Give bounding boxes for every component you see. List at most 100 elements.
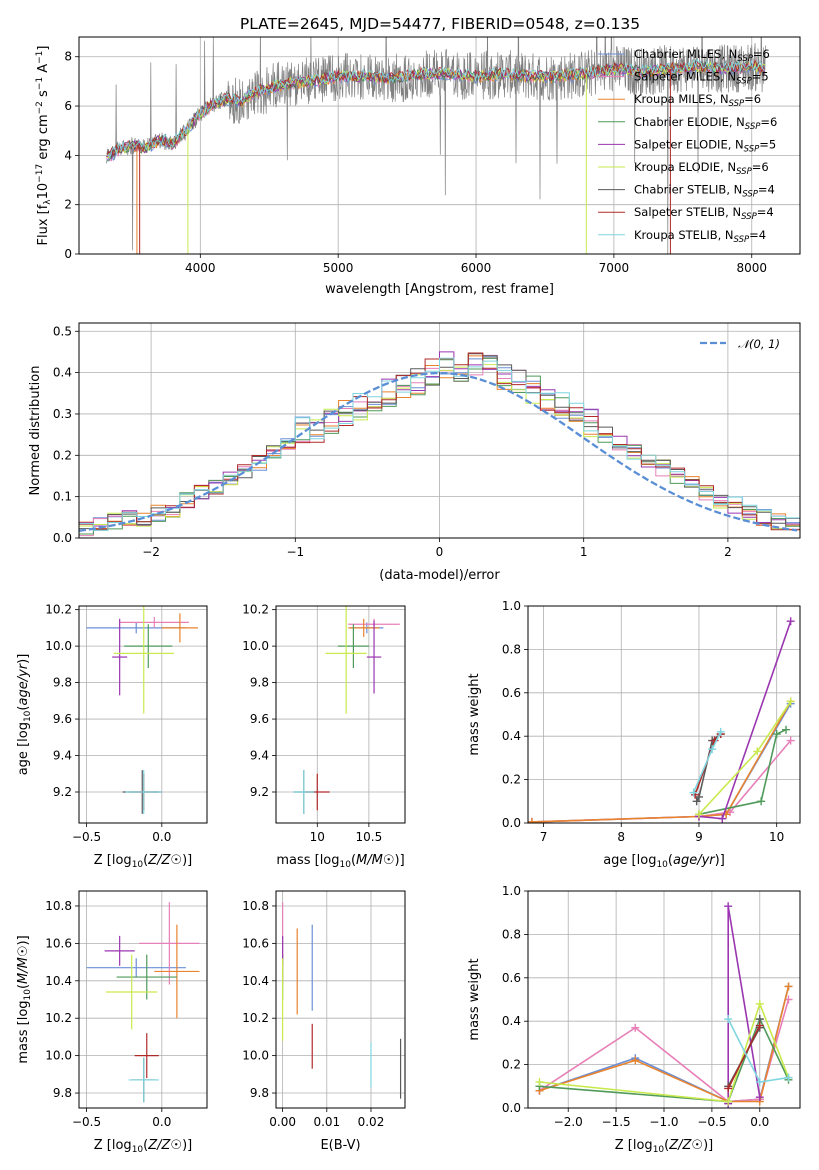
- data-point: [535, 1077, 544, 1086]
- y-axis-label: Flux [fλ10−17 erg cm−2 s−1 A−1]: [35, 46, 53, 246]
- axes-frame: [78, 322, 801, 539]
- data-point: [724, 902, 733, 911]
- axes-frame: [78, 605, 208, 824]
- x-tick-label: 7000: [599, 261, 630, 275]
- y-tick-label: 9.8: [250, 1086, 269, 1100]
- y-tick-label: 2: [64, 198, 72, 212]
- x-tick-label: 0.00: [269, 1115, 296, 1129]
- x-axis-label: Z [log10(Z/Z☉)]: [615, 1138, 713, 1155]
- data-point: [692, 797, 701, 806]
- axes-frame: [275, 890, 406, 1109]
- data-point: [786, 617, 795, 626]
- y-tick-label: 0.6: [502, 686, 521, 700]
- y-tick-label: 6: [64, 99, 72, 113]
- data-point: [724, 1084, 733, 1093]
- model-kroupa-stelib: [106, 58, 766, 159]
- data-point: [631, 1056, 640, 1065]
- plot-area: [535, 902, 793, 1108]
- x-tick-label: 0.02: [358, 1115, 385, 1129]
- x-tick-label: 9: [695, 830, 703, 844]
- axes-age-vs-mass: 10 10.5 9.2 9.4 9.6 9.8 10.0 10.2 mass [log10(M/…: [242, 603, 406, 870]
- data-point: [772, 730, 781, 739]
- y-tick-label: 0.2: [502, 773, 521, 787]
- x-tick-label: −1.0: [649, 1115, 678, 1129]
- data-point: [786, 736, 795, 745]
- x-tick-label: 4000: [185, 261, 216, 275]
- y-tick-label: 9.8: [53, 1086, 72, 1100]
- data-point: [753, 747, 762, 756]
- x-tick-label: 0.0: [152, 830, 171, 844]
- x-tick-label: 10: [310, 830, 325, 844]
- data-point: [755, 1077, 764, 1086]
- x-tick-label: 8: [617, 830, 625, 844]
- axes-massweight-vs-age: 7 8 9 10 0.0 0.2 0.4 0.6 0.8 1.0 age [log10(age/yr…: [467, 599, 801, 870]
- data-point: [784, 982, 793, 991]
- x-tick-label: −0.5: [697, 1115, 726, 1129]
- data-point: [694, 810, 703, 819]
- data-point: [724, 1015, 733, 1024]
- y-axis-label: mass [log10(M/M☉)]: [16, 935, 33, 1063]
- legend: Chabrier MILES, NSSP=6 Salpeter MILES, NS…: [598, 47, 777, 245]
- gaussian-curve: [79, 371, 798, 532]
- data-point: [782, 725, 791, 734]
- y-tick-label: 4: [64, 148, 72, 162]
- series-kroupa-elodie: [539, 1001, 790, 1103]
- data-point: [716, 727, 725, 736]
- legend-label: Chabrier MILES, NSSP=6: [634, 47, 770, 64]
- y-axis-label: Normed distribution: [28, 366, 43, 496]
- axes-mass-vs-ebv: 0.00 0.01 0.02 9.8 10.0 10.2 10.4 10.6 10.8 E(B-V…: [242, 890, 406, 1153]
- x-tick-label: −0.5: [72, 830, 101, 844]
- y-tick-label: 0.0: [502, 816, 521, 830]
- y-tick-label: 0.4: [502, 729, 521, 743]
- y-tick-label: 10.8: [242, 899, 269, 913]
- axes-frame: [527, 605, 801, 824]
- y-tick-label: 1.0: [502, 884, 521, 898]
- data-point: [755, 1093, 764, 1102]
- y-tick-label: 10.0: [45, 1049, 72, 1063]
- plot-area: [528, 617, 795, 823]
- y-tick-label: 10.0: [242, 639, 269, 653]
- y-tick-label: 10.2: [45, 603, 72, 617]
- y-tick-label: 9.2: [250, 785, 269, 799]
- x-axis-label: mass [log10(M/M☉)]: [276, 853, 404, 870]
- grid: [79, 606, 207, 823]
- y-tick-label: 10.2: [242, 603, 269, 617]
- x-tick-label: −1.5: [602, 1115, 631, 1129]
- y-tick-label: 9.4: [53, 749, 72, 763]
- y-tick-label: 10.0: [242, 1049, 269, 1063]
- hist-salpeter-stelib: [79, 352, 800, 531]
- y-tick-label: 0: [64, 247, 72, 261]
- y-tick-label: 9.4: [250, 749, 269, 763]
- plot-area: [293, 606, 400, 814]
- series-chabrier-miles: [531, 703, 792, 823]
- plot-area: [86, 902, 200, 1103]
- axes-age-vs-Z: −0.5 0.0 9.2 9.4 9.6 9.8 10.0 10.2 Z [log10(Z/Z☉…: [16, 603, 208, 870]
- plot-area: [79, 351, 800, 537]
- legend-label: 𝒩(0, 1): [738, 337, 780, 351]
- x-tick-label: 0.01: [313, 1115, 340, 1129]
- legend-label: Salpeter STELIB, NSSP=4: [634, 205, 774, 222]
- data-point: [786, 697, 795, 706]
- data-point: [718, 814, 727, 823]
- plot-area: [282, 902, 402, 1099]
- y-tick-label: 10.8: [45, 899, 72, 913]
- x-axis-label: Z [log10(Z/Z☉)]: [94, 853, 192, 870]
- y-tick-label: 0.0: [53, 531, 72, 545]
- y-tick-label: 9.8: [53, 676, 72, 690]
- y-tick-label: 0.2: [53, 448, 72, 462]
- y-axis-label: mass weight: [467, 958, 482, 1040]
- legend-label: Kroupa STELIB, NSSP=4: [634, 228, 766, 245]
- grid: [79, 891, 207, 1108]
- x-tick-label: 5000: [323, 261, 354, 275]
- y-tick-label: 0.3: [53, 407, 72, 421]
- y-tick-label: 0.8: [502, 642, 521, 656]
- y-tick-label: 10.0: [45, 639, 72, 653]
- y-tick-label: 1.0: [502, 599, 521, 613]
- axes-frame: [275, 605, 406, 824]
- y-axis-label: age [log10(age/yr)]: [16, 654, 33, 776]
- axes-frame: [78, 36, 801, 255]
- axes-spectrum: 4000 5000 6000 7000 8000 0 2 4 6 8 Chabrier MILES,…: [35, 36, 801, 297]
- data-point: [708, 745, 717, 754]
- y-tick-label: 0.4: [502, 1014, 521, 1028]
- x-tick-label: 2: [724, 545, 732, 559]
